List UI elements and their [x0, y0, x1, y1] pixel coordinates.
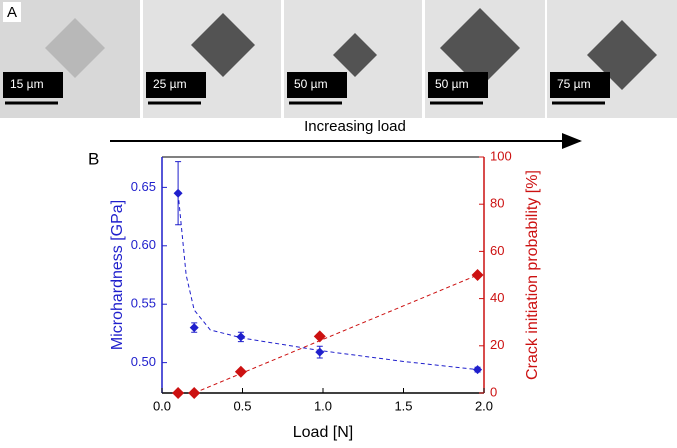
data-point	[473, 365, 483, 375]
y2-tick-label: 0	[490, 384, 497, 399]
data-point	[189, 323, 199, 333]
indent	[191, 13, 255, 77]
data-point	[173, 188, 183, 198]
data-point	[315, 347, 325, 357]
y-tick-label: 0.60	[131, 237, 156, 252]
y2-tick-label: 80	[490, 196, 504, 211]
panel-label: B	[88, 149, 99, 168]
data-point	[236, 332, 246, 342]
x-axis-label: Load [N]	[293, 424, 353, 441]
scale-bar-label: 15 µm	[10, 77, 44, 91]
y-tick-label: 0.50	[131, 354, 156, 369]
scale-bar-label: 75 µm	[557, 77, 591, 91]
data-point	[172, 387, 185, 399]
y2-tick-label: 60	[490, 243, 504, 258]
fit-line	[194, 274, 478, 394]
scale-bar-box	[146, 72, 206, 98]
y-tick-label: 0.65	[131, 179, 156, 194]
y2-tick-label: 20	[490, 337, 504, 352]
data-point	[313, 330, 326, 343]
scale-bar-box	[287, 72, 347, 98]
scale-bar-box	[428, 72, 488, 98]
y2-tick-label: 40	[490, 290, 504, 305]
y-axis-label: Microhardness [GPa]	[109, 200, 126, 350]
data-point	[471, 269, 484, 281]
scale-bar-box	[550, 72, 610, 98]
arrow-label: Increasing load	[304, 118, 406, 135]
indent	[333, 33, 377, 77]
indent	[45, 18, 105, 78]
x-tick-label: 0.5	[233, 398, 251, 413]
x-tick-label: 2.0	[475, 398, 493, 413]
x-tick-label: 0.0	[153, 398, 171, 413]
scale-bar-label: 50 µm	[435, 77, 469, 91]
y2-tick-label: 100	[490, 148, 512, 163]
panel-label: A	[7, 4, 17, 21]
label-box	[3, 2, 21, 22]
scale-bar-label: 50 µm	[294, 77, 328, 91]
x-tick-label: 1.0	[314, 398, 332, 413]
fit-line	[177, 193, 478, 371]
y2-axis-label: Crack initiation probability [%]	[524, 170, 541, 380]
scale-bar-box	[3, 72, 63, 98]
indent	[440, 8, 520, 88]
y-tick-label: 0.55	[131, 296, 156, 311]
x-tick-label: 1.5	[394, 398, 412, 413]
data-point	[188, 387, 201, 399]
data-point	[234, 365, 247, 378]
scale-bar-label: 25 µm	[153, 77, 187, 91]
